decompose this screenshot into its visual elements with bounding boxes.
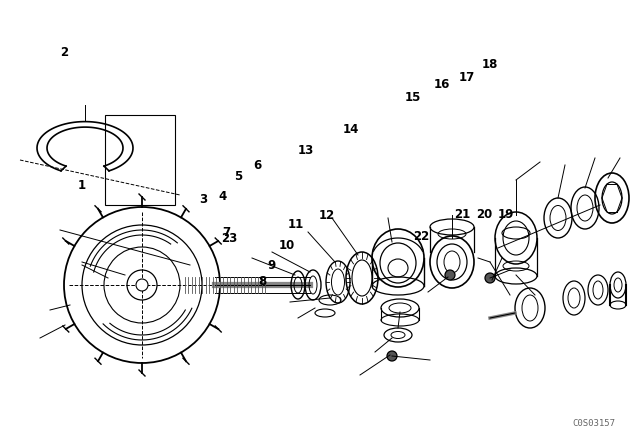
Circle shape — [136, 279, 148, 291]
Text: 14: 14 — [342, 123, 359, 137]
Text: 9: 9 — [268, 258, 276, 272]
Text: 17: 17 — [459, 70, 476, 84]
Text: 22: 22 — [413, 230, 429, 243]
Text: 7: 7 — [222, 226, 230, 240]
Circle shape — [485, 273, 495, 283]
Circle shape — [445, 270, 455, 280]
Text: 18: 18 — [482, 58, 499, 72]
Text: 23: 23 — [221, 232, 237, 245]
Text: 3: 3 — [200, 193, 207, 206]
Circle shape — [387, 351, 397, 361]
Text: 15: 15 — [404, 91, 421, 104]
Text: 2: 2 — [60, 46, 68, 60]
Text: 13: 13 — [298, 143, 314, 157]
Bar — [105, 115, 175, 205]
Text: 12: 12 — [318, 209, 335, 223]
Text: 19: 19 — [497, 207, 514, 221]
Text: 5: 5 — [234, 170, 242, 184]
Text: 11: 11 — [287, 218, 304, 232]
Text: 20: 20 — [476, 207, 493, 221]
Text: C0S03157: C0S03157 — [572, 419, 615, 428]
Text: 10: 10 — [278, 239, 295, 252]
Text: 21: 21 — [454, 207, 470, 221]
Text: 16: 16 — [433, 78, 450, 91]
Text: 4: 4 — [219, 190, 227, 203]
Text: 1: 1 — [78, 179, 86, 193]
Text: 8: 8 — [259, 275, 266, 288]
Text: 6: 6 — [253, 159, 261, 172]
